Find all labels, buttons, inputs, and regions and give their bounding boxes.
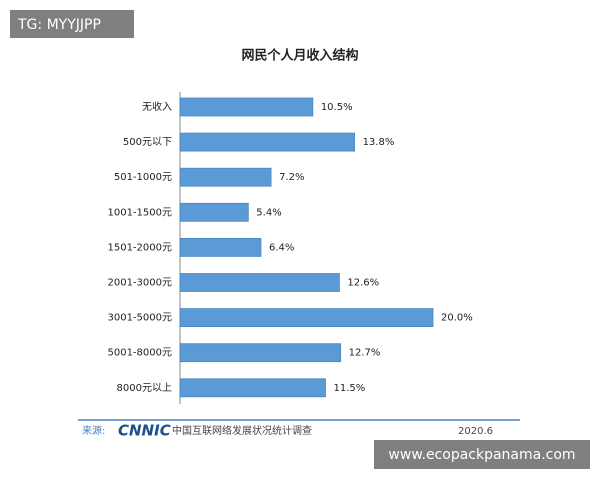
bar [179, 202, 249, 222]
y-tick-label: 1501-2000元 [107, 242, 172, 253]
value-label: 5.4% [256, 207, 281, 218]
y-tick-label: 无收入 [142, 100, 172, 113]
footer-logo: CNNIC [118, 422, 171, 440]
y-tick-label: 3001-5000元 [107, 313, 172, 324]
y-tick-label: 2001-3000元 [107, 278, 172, 289]
footer-source: 来源: [82, 424, 105, 437]
watermark-box [374, 440, 590, 469]
value-label: 20.0% [441, 313, 473, 324]
value-label: 13.8% [363, 137, 395, 148]
y-tick-label: 500元以下 [123, 137, 172, 148]
bar [179, 378, 326, 398]
y-tick-label: 5001-8000元 [107, 348, 172, 359]
value-label: 7.2% [279, 172, 304, 183]
watermark-box [10, 10, 134, 38]
bar [179, 132, 355, 152]
watermark-bottom: www.ecopackpanama.com [388, 447, 575, 463]
bar [179, 167, 272, 187]
watermark-top: TG: MYYJJPP [17, 17, 101, 33]
value-label: 10.5% [321, 102, 353, 113]
value-label: 6.4% [269, 242, 294, 253]
bar [179, 343, 342, 363]
footer-date: 2020.6 [458, 426, 493, 437]
value-label: 12.6% [347, 278, 379, 289]
bar [179, 97, 314, 117]
chart-title: 网民个人月收入结构 [241, 48, 358, 64]
y-tick-label: 1001-1500元 [107, 207, 172, 218]
bar [179, 273, 340, 292]
value-label: 12.7% [349, 348, 381, 359]
footer-survey: 中国互联网络发展状况统计调查 [172, 424, 312, 437]
y-tick-label: 501-1000元 [114, 172, 172, 183]
value-label: 11.5% [333, 383, 365, 394]
bar [179, 308, 434, 328]
y-tick-label: 8000元以上 [117, 382, 172, 394]
bar [179, 237, 262, 257]
